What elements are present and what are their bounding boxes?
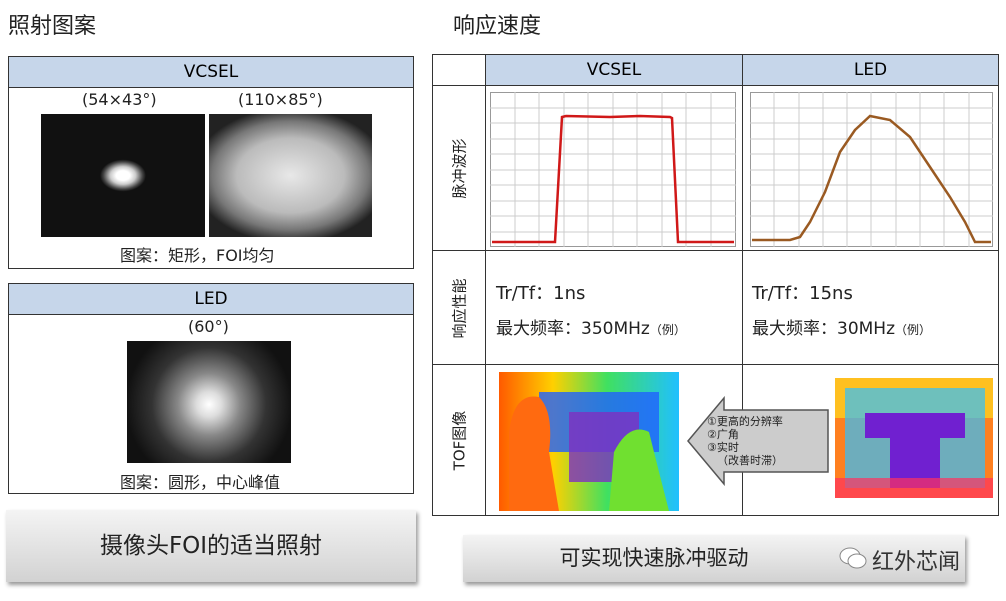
row-label: 脉冲波形	[450, 138, 469, 199]
pulse-line	[752, 114, 991, 244]
max-frequency: 最大频率：30MHz（例）	[752, 314, 931, 339]
arrow-line: （改善时滞）	[717, 454, 783, 467]
caption: 图案：矩形，FOI均匀	[120, 246, 275, 265]
grid	[490, 92, 736, 247]
corner-cell	[432, 54, 486, 86]
left-title: 照射图案	[8, 14, 97, 39]
beam-image	[209, 114, 372, 237]
caption: 图案：圆形，中心峰值	[120, 473, 281, 492]
beam-label: (54×43°)	[82, 90, 157, 109]
beam-label: (60°)	[188, 317, 229, 336]
note: （例）	[895, 323, 932, 337]
column-header: VCSEL	[485, 54, 743, 86]
tof-image-vcsel	[499, 372, 679, 511]
arrow-line: ③实时	[707, 441, 739, 454]
rise-time: Tr/Tf：1ns	[496, 283, 586, 304]
arrow-text: ①更高的分辨率 ②广角 ③实时 （改善时滞）	[707, 415, 817, 467]
beam-image	[127, 341, 291, 463]
led-header: LED	[9, 284, 413, 315]
waveform-vcsel	[490, 92, 736, 247]
beam-image	[41, 114, 205, 237]
right-title: 响应速度	[453, 14, 542, 39]
vcsel-header: VCSEL	[9, 57, 413, 88]
arrow-line: ②广角	[707, 428, 739, 441]
rise-time: Tr/Tf：15ns	[752, 283, 853, 304]
row-label: 响应性能	[450, 278, 469, 339]
waveform-led	[750, 92, 993, 247]
grid	[750, 92, 993, 247]
arrow	[687, 396, 829, 486]
cell	[742, 250, 999, 365]
right-button: 可实现快速脉冲驱动	[463, 535, 965, 582]
tof-image-led	[835, 378, 993, 498]
row-label: TOF图像	[450, 410, 469, 471]
cell	[485, 250, 743, 365]
pulse-line	[492, 114, 734, 244]
watermark: 红外芯闻	[872, 550, 961, 575]
beam-label: (110×85°)	[238, 90, 323, 109]
column-header: LED	[742, 54, 999, 86]
left-button: 摄像头FOI的适当照射	[6, 510, 416, 582]
max-frequency-text: 最大频率：350MHz	[496, 319, 650, 339]
wechat-icon	[839, 547, 867, 569]
max-frequency-text: 最大频率：30MHz	[752, 319, 896, 339]
arrow-line: ①更高的分辨率	[707, 415, 783, 428]
max-frequency: 最大频率：350MHz（例）	[496, 314, 686, 339]
note: （例）	[649, 323, 686, 337]
